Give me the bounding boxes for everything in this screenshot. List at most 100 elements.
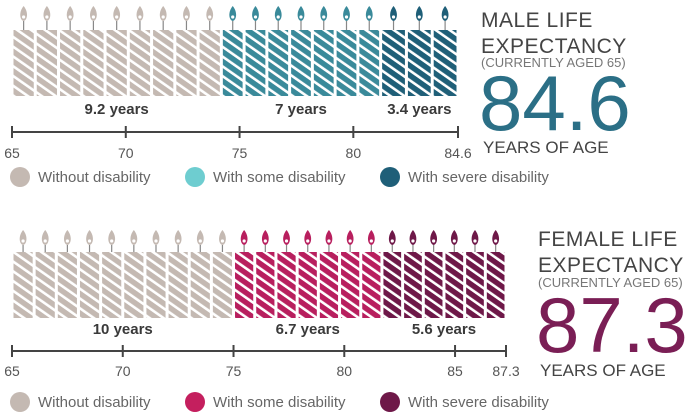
candle-body — [466, 252, 484, 318]
segment-value-label: 7 years — [275, 101, 327, 118]
chart-subtitle: (CURRENTLY AGED 65) — [538, 275, 683, 290]
candle-body — [291, 30, 311, 96]
candle-flame — [388, 230, 396, 245]
candle-wick — [392, 21, 395, 30]
legend-swatch — [185, 392, 205, 412]
candle-flame — [430, 230, 438, 245]
candle-wick — [185, 21, 188, 30]
candle-wick — [177, 245, 179, 252]
chart-title: MALE LIFE — [481, 9, 593, 32]
tick-label: 84.6 — [444, 145, 471, 161]
candle-wick — [22, 245, 24, 252]
candle-body — [190, 252, 210, 318]
candle-flame — [252, 6, 259, 21]
bar-segment-severe — [383, 230, 505, 318]
candle-body — [57, 252, 77, 318]
candle-wick — [243, 245, 245, 252]
candle-body — [404, 252, 422, 318]
candle-flame — [450, 230, 458, 245]
candle-wick — [116, 21, 118, 30]
candle-wick — [66, 245, 68, 252]
candle-body — [153, 30, 174, 96]
legend-item: With severe disability — [380, 392, 549, 412]
candle-wick — [44, 245, 46, 252]
candle-wick — [474, 245, 476, 252]
bar-segment-some — [235, 230, 381, 318]
candle-body — [433, 30, 457, 96]
candle-wick — [453, 245, 455, 252]
candle-body — [383, 252, 402, 318]
segment-value-label: 10 years — [93, 321, 153, 338]
tick-label: 85 — [447, 363, 463, 379]
candle-body — [235, 252, 254, 318]
legend-item: Without disability — [10, 392, 151, 412]
candle-flame — [19, 230, 27, 245]
legend-swatch — [10, 392, 30, 412]
candle-wick — [444, 21, 446, 30]
candle-flame — [113, 6, 121, 21]
candle-wick — [412, 245, 414, 252]
candle-wick — [209, 21, 211, 30]
candle-flame — [274, 6, 282, 21]
total-value: 87.3 — [536, 281, 688, 369]
chart-subtitle: (CURRENTLY AGED 65) — [481, 55, 626, 70]
candle-wick — [328, 245, 330, 252]
candle-wick — [349, 245, 351, 252]
chart-title: FEMALE LIFE — [538, 228, 678, 251]
candle-body — [382, 30, 405, 96]
candle-flame — [304, 230, 312, 245]
segment-value-label: 6.7 years — [276, 321, 340, 338]
candle-wick — [88, 245, 91, 252]
candle-flame — [240, 230, 248, 245]
candle-flame — [365, 6, 373, 21]
candle-wick — [46, 21, 48, 30]
candle-wick — [323, 21, 325, 30]
candle-wick — [232, 21, 234, 30]
candle-body — [486, 252, 505, 318]
tick-label: 80 — [336, 363, 352, 379]
candle-wick — [92, 21, 95, 30]
candle-wick — [495, 245, 497, 252]
candle-body — [424, 252, 443, 318]
candle-wick — [277, 21, 279, 30]
candle-flame — [346, 230, 354, 245]
candle-body — [199, 30, 220, 96]
candle-body — [146, 252, 166, 318]
candle-body — [106, 30, 127, 96]
candle-body — [36, 30, 58, 96]
candle-flame — [20, 6, 28, 21]
candle-flame — [43, 6, 51, 21]
legend-item: With some disability — [185, 167, 346, 187]
candle-wick — [133, 245, 135, 252]
candle-wick — [300, 21, 302, 30]
candle-body — [341, 252, 360, 318]
candle-wick — [418, 21, 420, 30]
candle-wick — [368, 21, 370, 30]
candle-body — [445, 252, 464, 318]
total-unit: YEARS OF AGE — [540, 361, 666, 380]
bar-segment-some — [222, 6, 380, 96]
candle-wick — [345, 21, 348, 30]
candle-flame — [206, 6, 214, 21]
legend-label: With severe disability — [408, 394, 549, 411]
candle-flame — [66, 6, 74, 21]
bar-segment-without — [13, 230, 233, 318]
legend-swatch — [10, 167, 30, 187]
candle-body — [13, 30, 34, 96]
candle-flame — [390, 6, 397, 21]
tick-label: 65 — [4, 363, 20, 379]
candle-body — [362, 252, 381, 318]
candle-wick — [162, 21, 164, 30]
candle-flame — [229, 6, 237, 21]
chart-title: EXPECTANCY — [481, 35, 627, 58]
candle-flame — [325, 230, 333, 245]
candle-body — [83, 30, 104, 96]
candle-flame — [320, 6, 328, 21]
tick-label: 75 — [226, 363, 242, 379]
candle-body — [245, 30, 266, 96]
candle-flame — [219, 230, 226, 245]
candle-body — [256, 252, 275, 318]
candle-flame — [159, 6, 167, 21]
legend-item: With some disability — [185, 392, 346, 412]
chart-title: EXPECTANCY — [538, 254, 684, 277]
